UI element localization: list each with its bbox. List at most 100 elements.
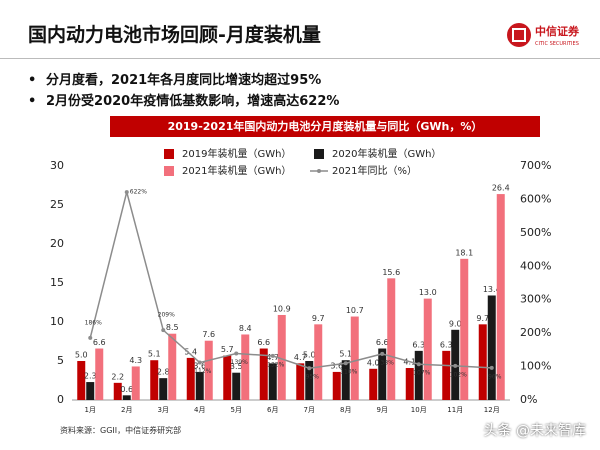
legend-label: 2019年装机量（GWh） [182, 147, 291, 160]
legend-swatch [314, 149, 324, 159]
logo-cn: 中信证券 [535, 24, 580, 38]
y2-tick-label: 700% [520, 159, 551, 172]
line-marker [307, 366, 312, 371]
data-label: 5.4 [184, 347, 197, 356]
y-tick-label: 30 [50, 159, 64, 172]
data-label: 9.7 [312, 314, 325, 323]
data-label: 6.6 [257, 338, 270, 347]
line-marker [161, 328, 166, 333]
chart-title-banner [110, 116, 540, 137]
legend-swatch [164, 149, 174, 159]
bar [113, 382, 122, 400]
line-data-label: 96% [488, 373, 502, 380]
data-label: 6.6 [93, 338, 106, 347]
bar [460, 258, 469, 400]
line-marker [270, 353, 275, 358]
chart-title: 2019-2021年国内动力电池分月度装机量与同比（GWh，%） [168, 119, 483, 133]
bar [350, 316, 359, 400]
data-label: 18.1 [455, 248, 473, 257]
y-tick-label: 10 [50, 315, 64, 328]
x-tick-label: 9月 [377, 406, 388, 414]
x-tick-label: 2月 [121, 406, 132, 414]
line-marker [234, 351, 239, 356]
line-data-label: 138% [377, 359, 394, 366]
x-tick-label: 1月 [85, 406, 96, 414]
y2-tick-label: 500% [520, 226, 551, 239]
data-label: 13.4 [483, 285, 501, 294]
line-marker [343, 361, 348, 366]
x-tick-label: 12月 [484, 406, 500, 414]
y2-tick-label: 600% [520, 192, 551, 205]
data-label: 4.7 [294, 353, 307, 362]
bar [332, 371, 341, 400]
logo: 中信证券 CITIC SECURITIES [507, 23, 580, 47]
y-tick-label: 15 [50, 276, 64, 289]
y2-tick-label: 100% [520, 360, 551, 373]
bar [241, 334, 250, 400]
y2-tick-label: 400% [520, 259, 551, 272]
data-label: 26.4 [492, 184, 510, 193]
y2-tick-label: 0% [520, 393, 537, 406]
bar [159, 378, 168, 400]
bar [442, 350, 451, 400]
data-label: 3.5 [230, 362, 243, 371]
data-label: 5.7 [221, 345, 234, 354]
line-marker [380, 351, 385, 356]
x-tick-label: 11月 [447, 406, 463, 414]
bar [268, 363, 277, 400]
bar [378, 348, 387, 400]
bullet: 分月度看，2021年各月度同比增速均超过95% [28, 70, 339, 91]
bar [296, 363, 305, 400]
x-tick-label: 8月 [340, 406, 351, 414]
bar [186, 357, 195, 400]
data-label: 6.6 [376, 338, 389, 347]
y-tick-label: 0 [57, 393, 64, 406]
line-marker [453, 363, 458, 368]
data-label: 2.2 [111, 372, 124, 381]
data-label: 6.3 [412, 340, 425, 349]
line-data-label: 112% [194, 368, 211, 375]
bar [305, 361, 314, 400]
data-label: 2.8 [157, 368, 170, 377]
data-label: 5.0 [303, 351, 316, 360]
bar [86, 382, 95, 400]
bar [277, 314, 286, 400]
y-tick-label: 5 [57, 354, 64, 367]
watermark: 头条 @未来智库 [483, 423, 586, 439]
line-data-label: 186% [85, 319, 102, 326]
line-data-label: 102% [450, 371, 467, 378]
bar [195, 371, 204, 400]
line-marker [88, 335, 93, 340]
bar [168, 333, 177, 400]
line-series [89, 191, 492, 370]
x-tick-label: 3月 [158, 406, 169, 414]
bar [131, 366, 140, 400]
source-note: 资料来源：GGII，中信证券研究部 [60, 426, 182, 435]
bar [204, 340, 213, 400]
bar [405, 368, 414, 400]
bar [223, 355, 232, 400]
bar [122, 395, 131, 400]
bar [478, 324, 487, 400]
line-data-label: 132% [267, 361, 284, 368]
x-tick-label: 5月 [231, 406, 242, 414]
bar [314, 324, 323, 400]
bar [150, 360, 159, 400]
legend-label: 2020年装机量（GWh） [332, 147, 441, 160]
line-marker [197, 360, 202, 365]
bar [341, 360, 350, 400]
bar [259, 348, 268, 400]
bar [232, 372, 241, 400]
x-tick-label: 6月 [267, 406, 278, 414]
logo-mark-inner [512, 28, 526, 42]
bullet-list: 分月度看，2021年各月度同比增速均超过95% 2月份受2020年疫情低基数影响… [28, 70, 339, 112]
x-tick-label: 10月 [411, 406, 427, 414]
y2-tick-label: 300% [520, 293, 551, 306]
bar [496, 194, 505, 400]
data-label: 5.0 [75, 351, 88, 360]
line-data-label: 622% [130, 189, 147, 196]
data-label: 8.5 [166, 323, 179, 332]
line-data-label: 110% [340, 369, 357, 376]
